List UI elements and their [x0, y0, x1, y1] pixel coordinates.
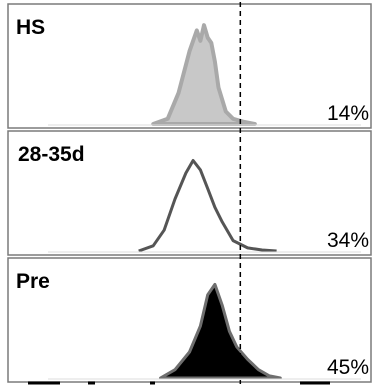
sample-label: Pre — [16, 270, 50, 293]
panel-2: 28-35d 34% — [7, 130, 372, 256]
panel-frame — [7, 130, 372, 256]
sample-label: HS — [16, 16, 45, 39]
histogram-curve — [138, 159, 277, 253]
percent-label: 34% — [327, 229, 369, 252]
panels: HS 14% 28-35d 34% Pre 45% — [7, 3, 372, 383]
sample-label: 28-35d — [18, 143, 85, 166]
histogram-curve — [151, 23, 257, 126]
panel-3: Pre 45% — [7, 257, 372, 383]
histogram-curve — [159, 282, 282, 380]
percent-label: 45% — [327, 356, 369, 379]
panel-1: HS 14% — [7, 3, 372, 129]
percent-label: 14% — [327, 102, 369, 125]
